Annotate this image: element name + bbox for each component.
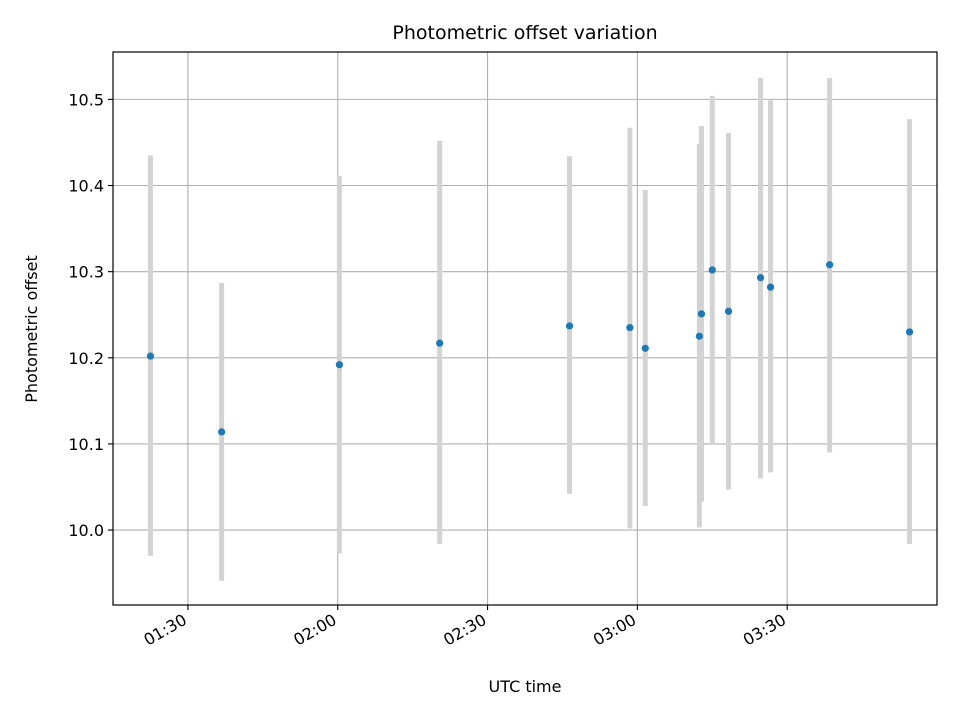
data-point: [565, 322, 574, 330]
data-point: [905, 328, 914, 336]
data-point: [335, 361, 343, 369]
y-tick-label: 10.0: [68, 521, 104, 540]
data-point: [641, 344, 649, 352]
y-tick-label: 10.3: [68, 263, 104, 282]
data-point: [756, 274, 765, 282]
data-point: [826, 261, 834, 269]
plot-area-frame: [112, 51, 938, 606]
y-tick-label: 10.4: [68, 177, 104, 196]
data-point: [708, 266, 716, 274]
data-points: [146, 261, 914, 436]
y-axis-label: Photometric offset: [22, 255, 41, 403]
y-tick-label: 10.2: [68, 349, 104, 368]
y-tick-label: 10.1: [68, 435, 104, 454]
y-axis-ticks: 10.0 10.1 10.2 10.3 10.4 10.5: [68, 90, 113, 540]
data-point: [146, 352, 155, 360]
y-tick-label: 10.5: [68, 90, 104, 109]
data-point: [766, 283, 775, 291]
data-point: [218, 428, 226, 436]
x-axis-label: UTC time: [489, 677, 562, 696]
chart-title: Photometric offset variation: [392, 22, 657, 44]
data-point: [436, 339, 444, 347]
data-point: [724, 307, 733, 315]
data-point: [626, 324, 634, 332]
data-point: [695, 332, 703, 340]
data-point: [697, 310, 706, 318]
